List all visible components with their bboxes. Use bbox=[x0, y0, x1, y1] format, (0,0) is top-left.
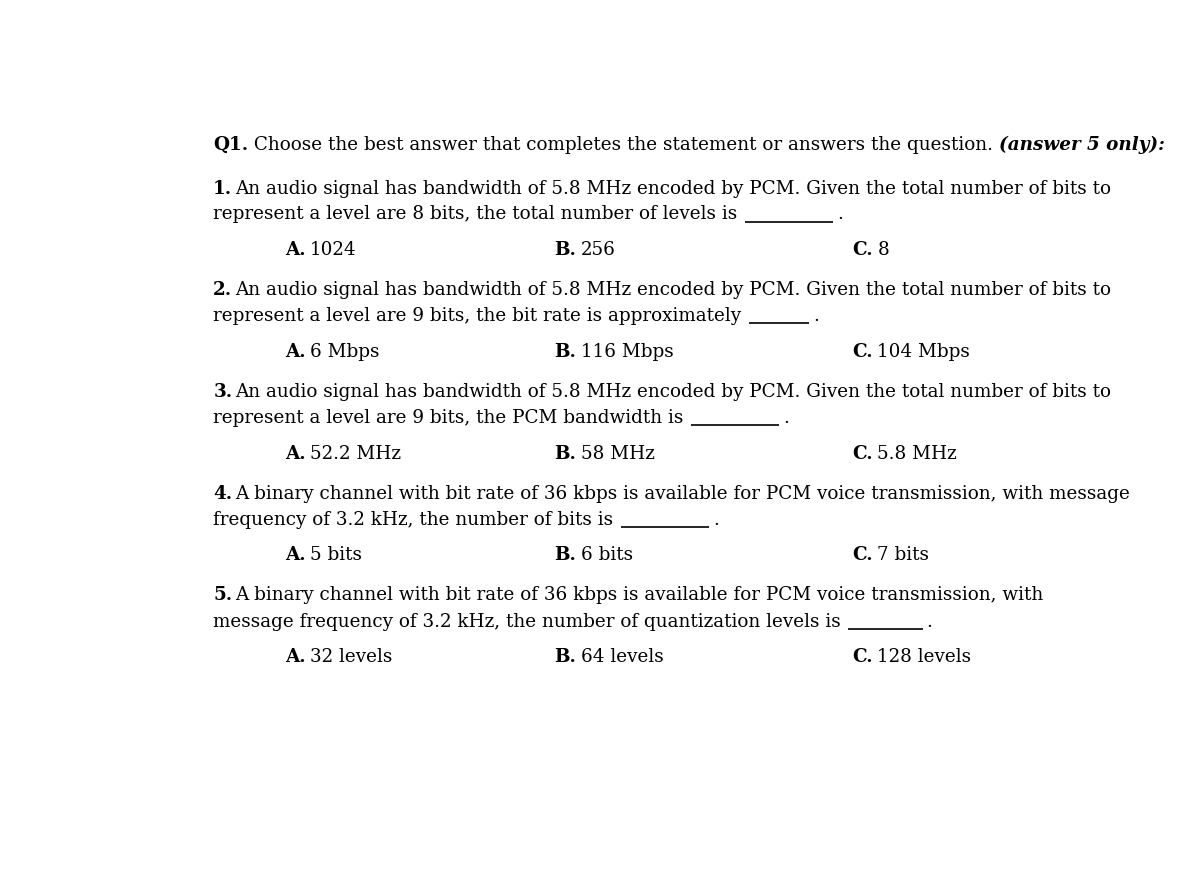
Text: 64 levels: 64 levels bbox=[581, 648, 664, 666]
Text: 256: 256 bbox=[581, 240, 616, 259]
Text: C.: C. bbox=[852, 240, 872, 259]
Text: 104 Mbps: 104 Mbps bbox=[877, 342, 971, 360]
Text: .: . bbox=[926, 612, 932, 630]
Text: 5 bits: 5 bits bbox=[310, 546, 362, 564]
Text: 4.: 4. bbox=[214, 485, 233, 502]
Text: 5.8 MHz: 5.8 MHz bbox=[877, 444, 958, 462]
Text: A.: A. bbox=[284, 546, 306, 564]
Text: message frequency of 3.2 kHz, the number of quantization levels is: message frequency of 3.2 kHz, the number… bbox=[214, 612, 841, 630]
Text: B.: B. bbox=[554, 648, 576, 666]
Text: C.: C. bbox=[852, 444, 872, 462]
Text: B.: B. bbox=[554, 444, 576, 462]
Text: B.: B. bbox=[554, 546, 576, 564]
Text: 6 Mbps: 6 Mbps bbox=[310, 342, 379, 360]
Text: .: . bbox=[838, 205, 842, 223]
Text: 7 bits: 7 bits bbox=[877, 546, 930, 564]
Text: A.: A. bbox=[284, 240, 306, 259]
Text: A.: A. bbox=[284, 342, 306, 360]
Text: C.: C. bbox=[852, 342, 872, 360]
Text: C.: C. bbox=[852, 648, 872, 666]
Text: frequency of 3.2 kHz, the number of bits is: frequency of 3.2 kHz, the number of bits… bbox=[214, 510, 613, 528]
Text: B.: B. bbox=[554, 342, 576, 360]
Text: An audio signal has bandwidth of 5.8 MHz encoded by PCM. Given the total number : An audio signal has bandwidth of 5.8 MHz… bbox=[235, 180, 1111, 198]
Text: 2.: 2. bbox=[214, 281, 233, 299]
Text: A binary channel with bit rate of 36 kbps is available for PCM voice transmissio: A binary channel with bit rate of 36 kbp… bbox=[235, 586, 1044, 604]
Text: 3.: 3. bbox=[214, 383, 233, 401]
Text: C.: C. bbox=[852, 546, 872, 564]
Text: 116 Mbps: 116 Mbps bbox=[581, 342, 674, 360]
Text: represent a level are 9 bits, the PCM bandwidth is: represent a level are 9 bits, the PCM ba… bbox=[214, 409, 684, 426]
Text: 128 levels: 128 levels bbox=[877, 648, 972, 666]
Text: 52.2 MHz: 52.2 MHz bbox=[310, 444, 401, 462]
Text: B.: B. bbox=[554, 240, 576, 259]
Text: .: . bbox=[713, 510, 719, 528]
Text: A.: A. bbox=[284, 648, 306, 666]
Text: Q1.: Q1. bbox=[214, 136, 248, 154]
Text: A binary channel with bit rate of 36 kbps is available for PCM voice transmissio: A binary channel with bit rate of 36 kbp… bbox=[235, 485, 1130, 502]
Text: 1024: 1024 bbox=[310, 240, 356, 259]
Text: .: . bbox=[812, 307, 818, 325]
Text: An audio signal has bandwidth of 5.8 MHz encoded by PCM. Given the total number : An audio signal has bandwidth of 5.8 MHz… bbox=[235, 281, 1111, 299]
Text: 6 bits: 6 bits bbox=[581, 546, 634, 564]
Text: .: . bbox=[784, 409, 790, 426]
Text: 1.: 1. bbox=[214, 180, 233, 198]
Text: A.: A. bbox=[284, 444, 306, 462]
Text: 58 MHz: 58 MHz bbox=[581, 444, 655, 462]
Text: 8: 8 bbox=[877, 240, 889, 259]
Text: represent a level are 9 bits, the bit rate is approximately: represent a level are 9 bits, the bit ra… bbox=[214, 307, 742, 325]
Text: Choose the best answer that completes the statement or answers the question.: Choose the best answer that completes th… bbox=[248, 136, 1000, 154]
Text: An audio signal has bandwidth of 5.8 MHz encoded by PCM. Given the total number : An audio signal has bandwidth of 5.8 MHz… bbox=[235, 383, 1111, 401]
Text: 32 levels: 32 levels bbox=[310, 648, 392, 666]
Text: represent a level are 8 bits, the total number of levels is: represent a level are 8 bits, the total … bbox=[214, 205, 738, 223]
Text: 5.: 5. bbox=[214, 586, 233, 604]
Text: (answer 5 only):: (answer 5 only): bbox=[1000, 136, 1165, 155]
